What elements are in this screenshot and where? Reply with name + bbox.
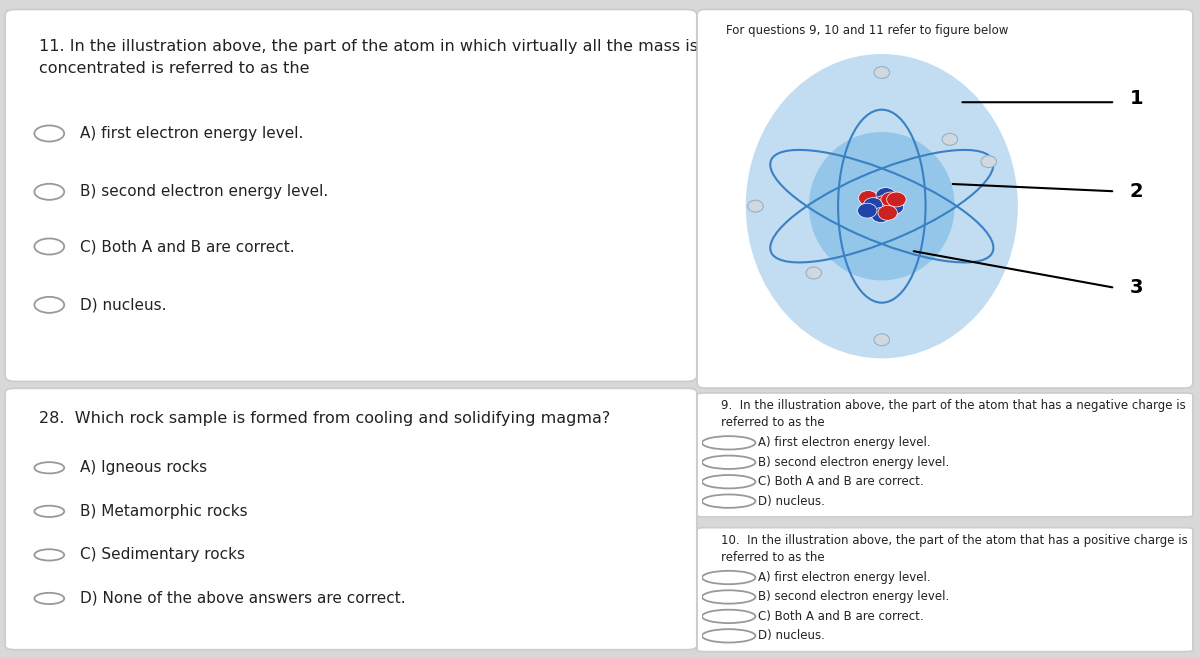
Circle shape bbox=[858, 191, 878, 206]
Circle shape bbox=[869, 202, 888, 217]
Text: 1: 1 bbox=[1129, 89, 1144, 108]
FancyBboxPatch shape bbox=[697, 528, 1193, 652]
Circle shape bbox=[884, 200, 904, 214]
Text: A) first electron energy level.: A) first electron energy level. bbox=[758, 436, 930, 449]
FancyBboxPatch shape bbox=[697, 393, 1193, 517]
Ellipse shape bbox=[745, 54, 1018, 358]
Text: 2: 2 bbox=[1129, 182, 1144, 201]
Text: D) nucleus.: D) nucleus. bbox=[758, 629, 824, 643]
FancyBboxPatch shape bbox=[5, 9, 697, 382]
Text: 9.  In the illustration above, the part of the atom that has a negative charge i: 9. In the illustration above, the part o… bbox=[721, 399, 1186, 429]
Text: B) second electron energy level.: B) second electron energy level. bbox=[758, 456, 949, 468]
Circle shape bbox=[871, 208, 890, 223]
Text: A) Igneous rocks: A) Igneous rocks bbox=[79, 461, 206, 475]
Text: B) second electron energy level.: B) second electron energy level. bbox=[79, 185, 328, 199]
Text: 10.  In the illustration above, the part of the atom that has a positive charge : 10. In the illustration above, the part … bbox=[721, 533, 1188, 564]
Text: A) first electron energy level.: A) first electron energy level. bbox=[758, 571, 930, 584]
Circle shape bbox=[858, 203, 877, 218]
Circle shape bbox=[876, 188, 895, 202]
FancyBboxPatch shape bbox=[697, 9, 1193, 388]
Text: C) Both A and B are correct.: C) Both A and B are correct. bbox=[79, 239, 294, 254]
Text: B) second electron energy level.: B) second electron energy level. bbox=[758, 591, 949, 603]
Circle shape bbox=[863, 198, 883, 212]
Text: 28.  Which rock sample is formed from cooling and solidifying magma?: 28. Which rock sample is formed from coo… bbox=[40, 411, 611, 426]
Circle shape bbox=[881, 192, 900, 207]
Circle shape bbox=[878, 206, 898, 220]
Circle shape bbox=[874, 66, 889, 78]
Text: A) first electron energy level.: A) first electron energy level. bbox=[79, 126, 304, 141]
Circle shape bbox=[887, 192, 906, 207]
FancyBboxPatch shape bbox=[5, 388, 697, 650]
Circle shape bbox=[874, 334, 889, 346]
Text: 3: 3 bbox=[1129, 279, 1144, 298]
Text: C) Both A and B are correct.: C) Both A and B are correct. bbox=[758, 475, 924, 488]
Text: D) nucleus.: D) nucleus. bbox=[79, 298, 167, 312]
Text: C) Both A and B are correct.: C) Both A and B are correct. bbox=[758, 610, 924, 623]
Circle shape bbox=[806, 267, 822, 279]
Circle shape bbox=[874, 196, 893, 211]
Text: D) nucleus.: D) nucleus. bbox=[758, 495, 824, 508]
Ellipse shape bbox=[809, 132, 955, 281]
Text: B) Metamorphic rocks: B) Metamorphic rocks bbox=[79, 504, 247, 519]
Text: C) Sedimentary rocks: C) Sedimentary rocks bbox=[79, 547, 245, 562]
Text: 11. In the illustration above, the part of the atom in which virtually all the m: 11. In the illustration above, the part … bbox=[40, 39, 698, 76]
Circle shape bbox=[942, 133, 958, 145]
Text: D) None of the above answers are correct.: D) None of the above answers are correct… bbox=[79, 591, 406, 606]
Circle shape bbox=[748, 200, 763, 212]
Text: For questions 9, 10 and 11 refer to figure below: For questions 9, 10 and 11 refer to figu… bbox=[726, 24, 1009, 37]
Circle shape bbox=[980, 156, 996, 168]
